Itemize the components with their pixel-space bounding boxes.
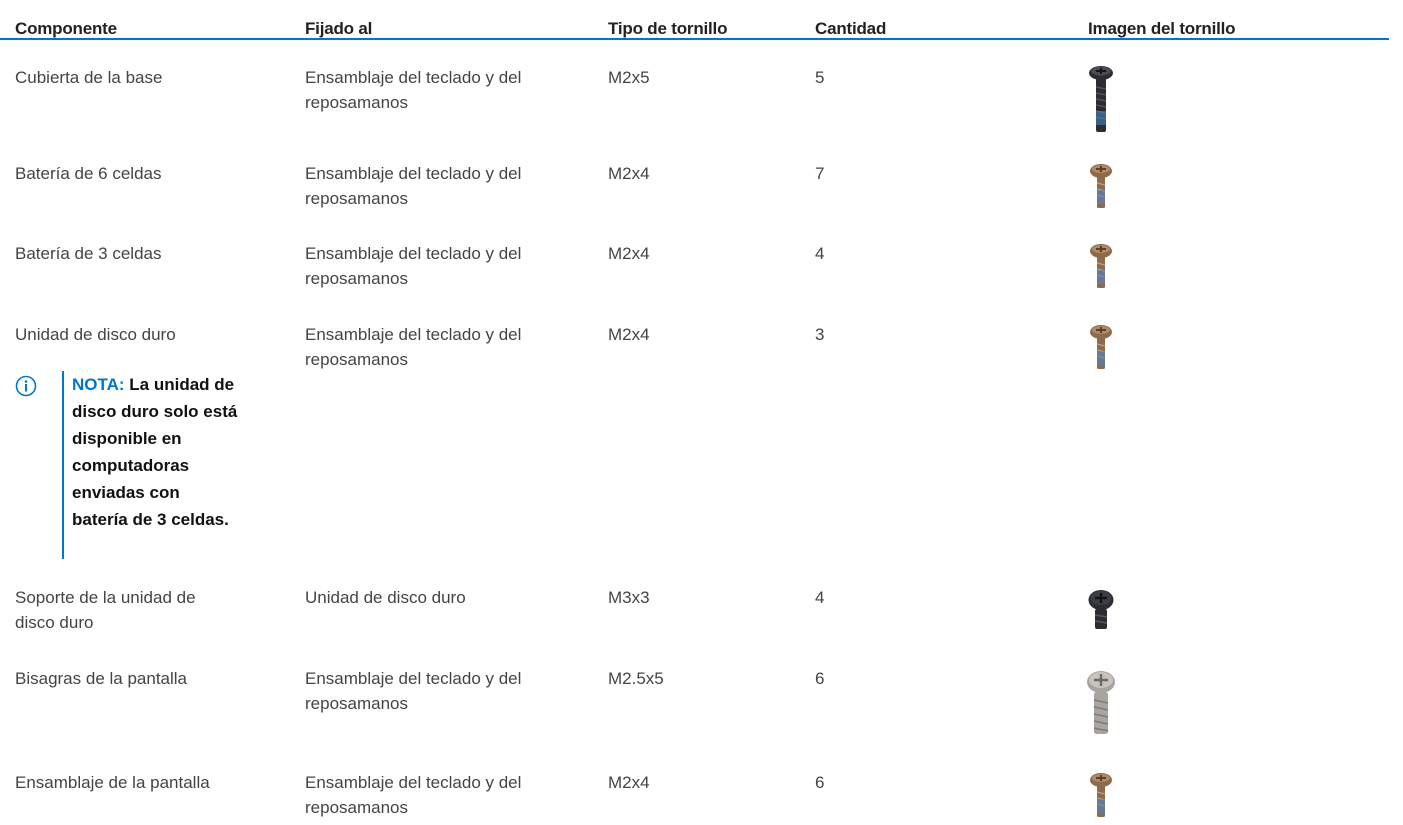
cell-fijado-al: Ensamblaje del teclado y del reposamanos [305, 666, 595, 716]
black-long-screw-icon [1089, 66, 1113, 132]
header-componente: Componente [15, 19, 117, 38]
cell-componente: Batería de 3 celdas [15, 244, 162, 263]
cell-componente: Unidad de disco duro [15, 325, 176, 344]
cell-fijado-al: Ensamblaje del teclado y del reposamanos [305, 241, 595, 291]
cell-cantidad: 5 [815, 68, 825, 87]
cell-tipo: M2x4 [608, 773, 650, 792]
cell-fijado-line: Ensamblaje del teclado y del [305, 68, 522, 87]
cell-fijado-al: Ensamblaje del teclado y del reposamanos [305, 161, 595, 211]
note-line: computadoras [72, 456, 190, 475]
bronze-short-screw-icon [1090, 773, 1112, 817]
cell-fijado-line: reposamanos [305, 694, 409, 713]
note-line: disponible en [72, 429, 182, 448]
cell-componente-line: disco duro [15, 613, 94, 632]
header-fijado-al: Fijado al [305, 19, 373, 38]
cell-fijado-al: Ensamblaje del teclado y del reposamanos [305, 322, 595, 372]
cell-fijado-al: Ensamblaje del teclado y del reposamanos [305, 770, 595, 820]
cell-componente-line: Soporte de la unidad de [15, 588, 196, 607]
note-line: batería de 3 celdas. [72, 510, 229, 529]
cell-tipo: M3x3 [608, 588, 650, 607]
cell-componente: Ensamblaje de la pantalla [15, 773, 210, 792]
cell-fijado-line: Ensamblaje del teclado y del [305, 244, 522, 263]
silver-large-screw-icon [1087, 671, 1115, 734]
cell-fijado-line: Ensamblaje del teclado y del [305, 773, 522, 792]
cell-fijado-line: reposamanos [305, 93, 409, 112]
cell-fijado-line: reposamanos [305, 269, 409, 288]
note-text: NOTA: La unidad de disco duro solo está … [72, 371, 272, 533]
cell-cantidad: 7 [815, 164, 825, 183]
note-line: NOTA: La unidad de [72, 375, 235, 394]
cell-fijado-line: Ensamblaje del teclado y del [305, 669, 522, 688]
cell-tipo: M2.5x5 [608, 669, 664, 688]
cell-componente: Batería de 6 celdas [15, 164, 162, 183]
cell-fijado-al: Unidad de disco duro [305, 588, 466, 607]
cell-fijado-line: reposamanos [305, 350, 409, 369]
cell-fijado-line: reposamanos [305, 798, 409, 817]
cell-fijado-line: Ensamblaje del teclado y del [305, 164, 522, 183]
info-icon [15, 375, 37, 397]
cell-cantidad: 4 [815, 588, 825, 607]
cell-tipo: M2x4 [608, 244, 650, 263]
note-line: enviadas con [72, 483, 180, 502]
cell-cantidad: 3 [815, 325, 825, 344]
cell-componente: Bisagras de la pantalla [15, 669, 188, 688]
cell-componente: Soporte de la unidad de disco duro [15, 585, 283, 635]
black-wide-screw-icon [1088, 590, 1114, 629]
cell-tipo: M2x4 [608, 325, 650, 344]
table-header: Componente Fijado al Tipo de tornillo Ca… [0, 0, 1389, 40]
cell-componente: Cubierta de la base [15, 68, 163, 87]
note-label: NOTA: [72, 375, 125, 394]
cell-cantidad: 4 [815, 244, 825, 263]
header-cantidad: Cantidad [815, 19, 887, 38]
cell-fijado-al: Ensamblaje del teclado y del reposamanos [305, 65, 595, 115]
cell-cantidad: 6 [815, 773, 825, 792]
header-imagen-del-tornillo: Imagen del tornillo [1088, 19, 1236, 38]
cell-tipo: M2x4 [608, 164, 650, 183]
cell-cantidad: 6 [815, 669, 825, 688]
bronze-short-screw-icon [1090, 325, 1112, 369]
note-divider [62, 371, 64, 559]
cell-fijado-line: reposamanos [305, 189, 409, 208]
cell-tipo: M2x5 [608, 68, 650, 87]
bronze-short-screw-icon [1090, 244, 1112, 288]
header-tipo-de-tornillo: Tipo de tornillo [608, 19, 728, 38]
cell-fijado-line: Ensamblaje del teclado y del [305, 325, 522, 344]
bronze-short-screw-icon [1090, 164, 1112, 208]
note-line: disco duro solo está [72, 402, 238, 421]
